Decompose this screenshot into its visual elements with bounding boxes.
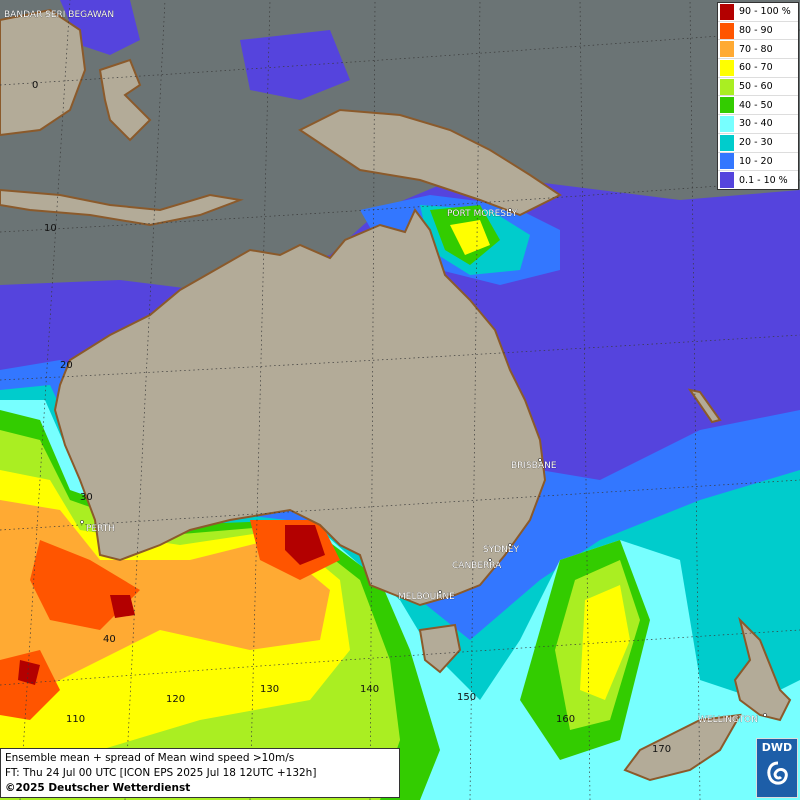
legend-item: 50 - 60: [718, 78, 798, 97]
prob-zone-90: [30, 540, 140, 630]
legend-swatch: [720, 3, 734, 20]
dwd-logo-text: DWD: [761, 741, 793, 754]
latitude-labels: 0 10 20 30 40: [32, 80, 116, 645]
legend-item: 40 - 50: [718, 96, 798, 116]
longitude-labels: 110 120 130 140 150 160 170: [66, 684, 671, 755]
legend-item: 10 - 20: [718, 153, 798, 172]
prob-zone-100-b: [110, 595, 135, 618]
new-zealand-north: [733, 616, 792, 722]
legend-swatch: [720, 78, 734, 95]
legend-label: 60 - 70: [739, 62, 773, 74]
lon-label-110: 110: [66, 714, 85, 725]
product-description: Ensemble mean + spread of Mean wind spee…: [5, 752, 295, 764]
copyright: ©2025 Deutscher Wetterdienst: [5, 782, 191, 794]
legend-label: 70 - 80: [739, 43, 773, 55]
city-sydney: SYDNEY: [483, 545, 520, 555]
legend-swatch: [720, 59, 734, 76]
dwd-logo: DWD: [756, 738, 798, 798]
prob-zone-100: [285, 525, 325, 565]
city-melbourne: MELBOURNE: [398, 592, 455, 602]
legend-label: 30 - 40: [739, 118, 773, 130]
forecast-time: FT: Thu 24 Jul 00 UTC [ICON EPS 2025 Jul…: [5, 767, 317, 779]
marker-perth: [80, 520, 84, 524]
city-perth: PERTH: [86, 524, 115, 534]
legend-swatch: [720, 115, 734, 132]
australia: [53, 208, 547, 607]
lon-label-140: 140: [360, 684, 379, 695]
city-port-moresby: PORT MORESBY: [447, 209, 518, 219]
city-labels: BANDAR SERI BEGAWAN PORT MORESBY BRISBAN…: [4, 10, 758, 725]
city-markers: [80, 208, 767, 717]
prob-zone-90-c: [0, 650, 60, 720]
legend-item: 90 - 100 %: [718, 3, 798, 22]
prob-zone-100-c: [18, 660, 40, 685]
lon-label-160: 160: [556, 714, 575, 725]
swirl-icon: [767, 761, 788, 785]
legend-swatch: [720, 153, 734, 170]
landmasses: [0, 8, 792, 782]
sulawesi: [98, 58, 152, 142]
lat-label-20: 20: [60, 360, 73, 371]
lat-label-30: 30: [80, 492, 93, 503]
legend: 90 - 100 % 80 - 90 70 - 80 60 - 70 50 - 60 40…: [717, 2, 799, 190]
lat-label-10: 10: [44, 223, 57, 234]
new-zealand-south: [623, 713, 742, 782]
prob-zone-80: [0, 500, 330, 700]
java-sumbawa: [0, 188, 244, 227]
legend-swatch: [720, 41, 734, 58]
tasmania: [418, 623, 462, 674]
lat-label-0: 0: [32, 80, 38, 91]
legend-swatch: [720, 172, 734, 189]
city-bandar-seri-begawan: BANDAR SERI BEGAWAN: [4, 10, 114, 20]
legend-label: 50 - 60: [739, 81, 773, 93]
legend-item: 70 - 80: [718, 40, 798, 60]
lon-label-150: 150: [457, 692, 476, 703]
marker-canberra: [488, 558, 492, 562]
lon-label-120: 120: [166, 694, 185, 705]
marker-melbourne: [438, 590, 442, 594]
prob-zone-10-north2: [240, 30, 350, 100]
marker-port-moresby: [508, 208, 512, 212]
legend-swatch: [720, 97, 734, 114]
lat-label-40: 40: [103, 634, 116, 645]
legend-label: 80 - 90: [739, 25, 773, 37]
legend-item: 30 - 40: [718, 115, 798, 134]
legend-swatch: [720, 22, 734, 39]
legend-label: 90 - 100 %: [739, 6, 791, 18]
legend-item: 20 - 30: [718, 134, 798, 153]
city-wellington: WELLINGTON: [698, 715, 758, 725]
legend-swatch: [720, 134, 734, 151]
city-canberra: CANBERRA: [452, 561, 502, 571]
legend-label: 20 - 30: [739, 137, 773, 149]
prob-zone-70-png: [450, 220, 490, 255]
legend-label: 0.1 - 10 %: [739, 174, 788, 186]
prob-zone-70-east: [580, 585, 630, 700]
marker-sydney: [508, 543, 512, 547]
marker-brisbane: [538, 458, 542, 462]
lon-label-170: 170: [652, 744, 671, 755]
legend-label: 40 - 50: [739, 99, 773, 111]
legend-item: 80 - 90: [718, 22, 798, 41]
lon-label-130: 130: [260, 684, 279, 695]
legend-item: 60 - 70: [718, 59, 798, 78]
legend-item: 0.1 - 10 %: [718, 171, 798, 189]
city-brisbane: BRISBANE: [511, 461, 557, 471]
new-guinea: [298, 108, 562, 217]
info-box: Ensemble mean + spread of Mean wind spee…: [0, 748, 400, 798]
legend-label: 10 - 20: [739, 155, 773, 167]
marker-wellington: [763, 713, 767, 717]
new-caledonia: [687, 388, 722, 424]
